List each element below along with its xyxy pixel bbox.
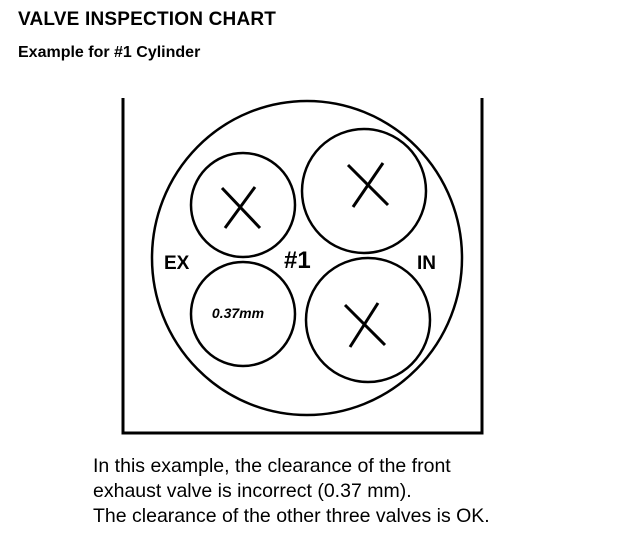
caption: In this example, the clearance of the fr… xyxy=(93,454,490,529)
caption-line: In this example, the clearance of the fr… xyxy=(93,455,451,477)
chart-title: VALVE INSPECTION CHART xyxy=(18,9,277,30)
x-mark-icon xyxy=(346,162,390,208)
x-mark-icon xyxy=(343,302,387,348)
caption-line: exhaust valve is incorrect (0.37 mm). xyxy=(93,480,412,502)
cylinder-label: #1 xyxy=(284,247,311,274)
intake-valve-top xyxy=(300,127,428,255)
exhaust-valve-bottom xyxy=(189,260,297,368)
cylinder-bore xyxy=(150,99,464,417)
clearance-value: 0.37mm xyxy=(212,305,264,321)
x-mark-icon xyxy=(220,186,262,230)
intake-label: IN xyxy=(417,253,436,274)
exhaust-valve-top xyxy=(189,151,297,259)
chart-subtitle: Example for #1 Cylinder xyxy=(18,44,201,61)
exhaust-label: EX xyxy=(164,253,190,274)
intake-valve-bottom xyxy=(304,256,432,384)
cylinder-frame xyxy=(121,98,484,435)
caption-line: The clearance of the other three valves … xyxy=(93,505,490,527)
